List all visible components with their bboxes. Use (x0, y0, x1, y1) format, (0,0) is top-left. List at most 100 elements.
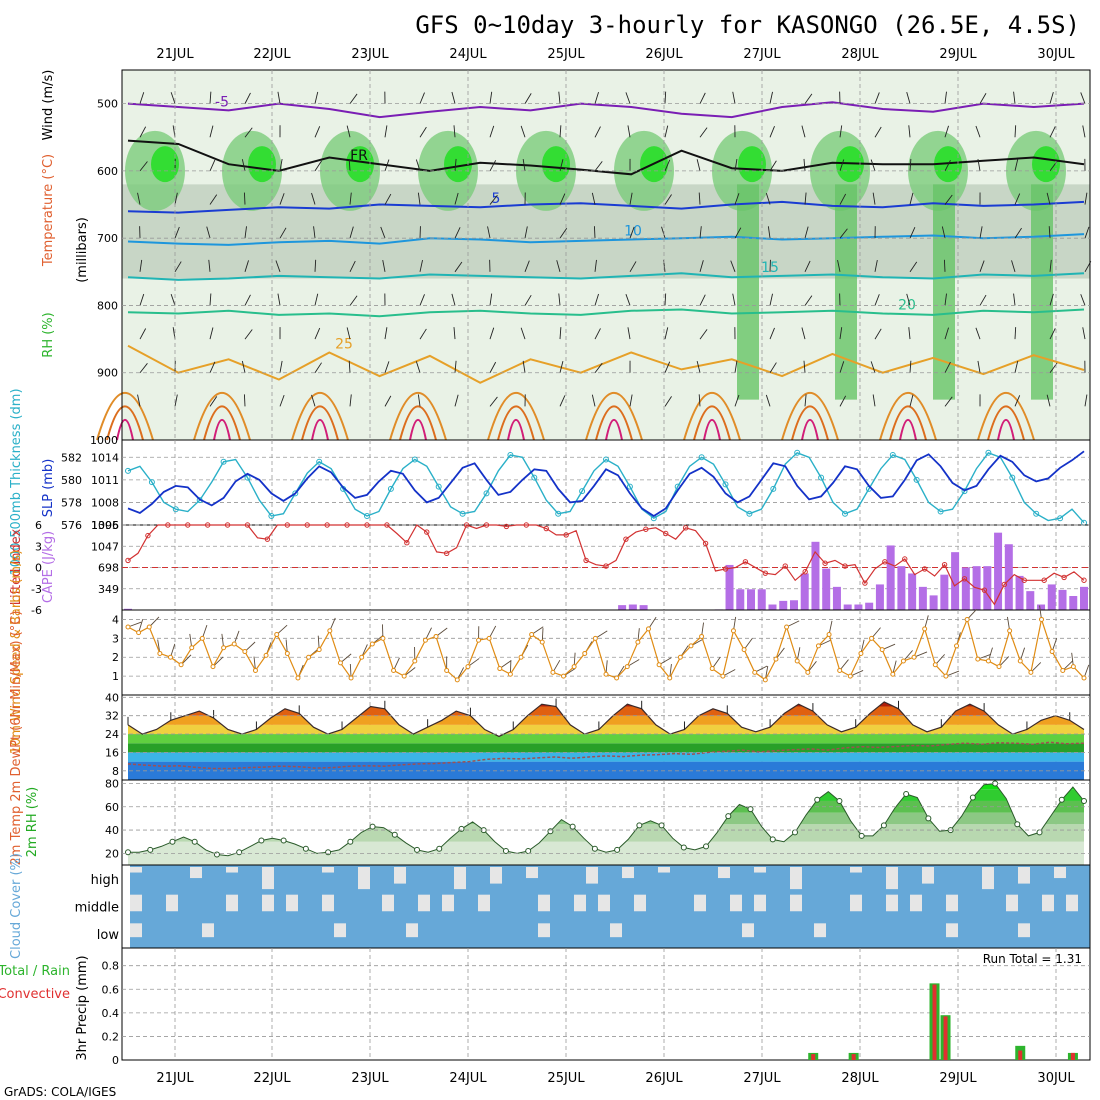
wind-barb (559, 395, 566, 407)
precip-frame (121, 947, 1091, 1061)
lifted-index-point (941, 561, 948, 568)
wind10m-point (677, 654, 683, 660)
rh2m-line (128, 782, 1085, 857)
wind-barb (558, 293, 561, 306)
wind-barb (699, 260, 704, 272)
wind-barb (453, 125, 456, 138)
cloud-gap-high (130, 867, 142, 873)
wind-barb (454, 360, 457, 373)
wind-barb (872, 192, 876, 205)
wind-barb (944, 293, 947, 306)
cape-axis-label: CAPE (J/kg) (41, 531, 56, 603)
precip-tick-label: 0.6 (102, 983, 120, 996)
pressure-tick-label: 1000 (90, 434, 118, 447)
precip-tick-label: 0 (112, 1054, 119, 1067)
isotherm-35-loop (409, 418, 427, 441)
precip-convective-bar (1070, 1052, 1075, 1060)
wind-barb (520, 125, 526, 138)
isotherm-25-loop (193, 392, 251, 441)
wind-barb (837, 259, 841, 272)
rh2m-point (458, 825, 465, 832)
date-label-top: 21JUL (156, 47, 194, 62)
wind-barb (279, 193, 285, 205)
wind10m-axis-label: 10m Wind Speed & Barbs (m/s) (9, 550, 24, 755)
wind-barb (349, 260, 356, 273)
wind-barb (699, 226, 702, 239)
rh2m-point (236, 849, 243, 856)
cloud-gap-low (814, 923, 826, 938)
wind10m-point (858, 650, 864, 656)
wind10m-point (847, 673, 853, 679)
rh2m-tick-label: 20 (105, 847, 119, 860)
temp-band (128, 701, 1084, 707)
thickness-point (268, 512, 275, 519)
wind-barb (174, 261, 182, 273)
rh-blob-core (151, 146, 179, 183)
wind-barb (664, 91, 667, 104)
credit-label: GrADS: COLA/IGES (4, 1085, 116, 1099)
wind10m-point (943, 673, 949, 679)
wind-barb (524, 294, 532, 306)
wind-barb (629, 192, 633, 205)
rh2m-point (147, 846, 154, 853)
lifted-index-point (663, 530, 669, 537)
wind10m-point (561, 673, 567, 679)
wind-barb (524, 226, 528, 239)
thickness-point (220, 458, 227, 465)
date-label-top: 27JUL (743, 47, 781, 62)
slp-axis-label: SLP (mb) (41, 459, 56, 518)
lifted-index-point (981, 587, 988, 593)
wind10m-point (805, 669, 811, 675)
cloud-gap-high (850, 867, 862, 873)
date-label-bottom: 26JUL (645, 1071, 683, 1086)
wind-barb (419, 92, 425, 104)
wind10m-point (210, 664, 216, 670)
date-label-bottom: 30JUL (1037, 1071, 1075, 1086)
wind-barb (908, 125, 911, 138)
isotherm-35-loop (899, 418, 917, 441)
wind-barb (944, 396, 953, 407)
thickness-point (172, 506, 179, 513)
rh2m-point (925, 815, 932, 822)
cape-bar (1058, 589, 1067, 610)
wind-barb (975, 327, 981, 340)
pressure-tick-label: 800 (97, 299, 118, 312)
wind-barb (244, 92, 251, 104)
wind-barb (625, 294, 631, 306)
wind-barb (591, 192, 596, 205)
thickness-line (127, 451, 1085, 524)
wind-barb (244, 329, 253, 340)
wind-barb (734, 193, 740, 205)
lifted-index-point (762, 570, 769, 576)
wind-barb (139, 328, 147, 340)
precip-convective-bar (811, 1054, 816, 1060)
thickness-point (937, 508, 944, 515)
isotherm-30-loop (301, 405, 339, 441)
plot-area: 21JUL 21JUL 22JUL 22JUL 23JUL 23JUL 24JUL 24JUL… (0, 47, 1092, 1086)
wind10m-point (433, 633, 439, 639)
date-label-top: 28JUL (841, 47, 879, 62)
wind-barb (874, 294, 880, 306)
wind-barb (489, 361, 497, 373)
lifted-index-point (284, 522, 291, 528)
wind-barb (454, 261, 463, 273)
cloud-gap-middle (634, 894, 646, 912)
wind10m-point (380, 635, 386, 641)
wind10m-point (337, 660, 343, 666)
isotherm-line (127, 200, 1085, 214)
wind10m-point (189, 645, 195, 651)
thickness-point (459, 510, 466, 517)
pressure-tick-label: 500 (97, 98, 118, 111)
wind-barb (804, 260, 811, 273)
wind-barb (908, 327, 911, 340)
wind10m-point (518, 654, 524, 660)
cloud-gap-high (1018, 867, 1030, 884)
wind-barb (803, 360, 806, 373)
wind10m-point (1070, 664, 1076, 670)
lifted-index-point (543, 525, 549, 532)
cloud-gap-middle (946, 894, 958, 912)
wind10m-point (911, 654, 917, 660)
date-label-top: 24JUL (449, 47, 487, 62)
wind-barb (314, 259, 317, 272)
wind-barb (209, 327, 214, 340)
